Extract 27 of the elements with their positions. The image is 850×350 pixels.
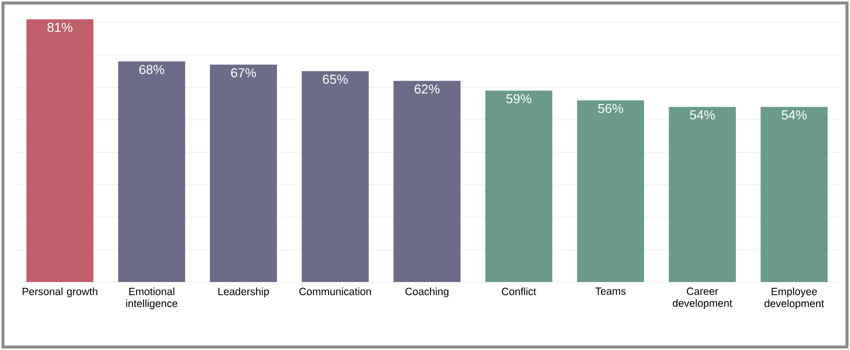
x-tick-label: Communication bbox=[299, 288, 371, 296]
data-label: 67% bbox=[231, 68, 256, 78]
bar bbox=[668, 106, 736, 282]
bar bbox=[760, 106, 828, 282]
x-tick-label: Coaching bbox=[405, 288, 448, 298]
x-tick-label: Conflict bbox=[502, 288, 536, 296]
data-label: 62% bbox=[414, 84, 440, 94]
x-tick-label: Leadership bbox=[218, 288, 269, 298]
data-label: 65% bbox=[322, 74, 348, 84]
data-label: 59% bbox=[506, 94, 532, 104]
x-tick-label: Teams bbox=[595, 288, 626, 295]
bar bbox=[394, 80, 461, 282]
data-label: 81% bbox=[47, 22, 72, 32]
bar bbox=[577, 100, 644, 282]
bar bbox=[118, 61, 186, 282]
data-label: 54% bbox=[782, 110, 807, 120]
data-label: 68% bbox=[139, 64, 164, 74]
x-tick-label: Emotional intelligence bbox=[126, 288, 178, 310]
bar bbox=[26, 19, 94, 282]
x-tick-label: Employee development bbox=[764, 288, 824, 310]
bar bbox=[485, 90, 552, 282]
data-label: 56% bbox=[598, 104, 624, 114]
x-tick-label: Personal growth bbox=[22, 288, 98, 298]
bar bbox=[210, 64, 277, 282]
bar bbox=[302, 71, 369, 282]
x-tick-label: Career development bbox=[672, 288, 732, 309]
data-label: 54% bbox=[690, 110, 715, 120]
